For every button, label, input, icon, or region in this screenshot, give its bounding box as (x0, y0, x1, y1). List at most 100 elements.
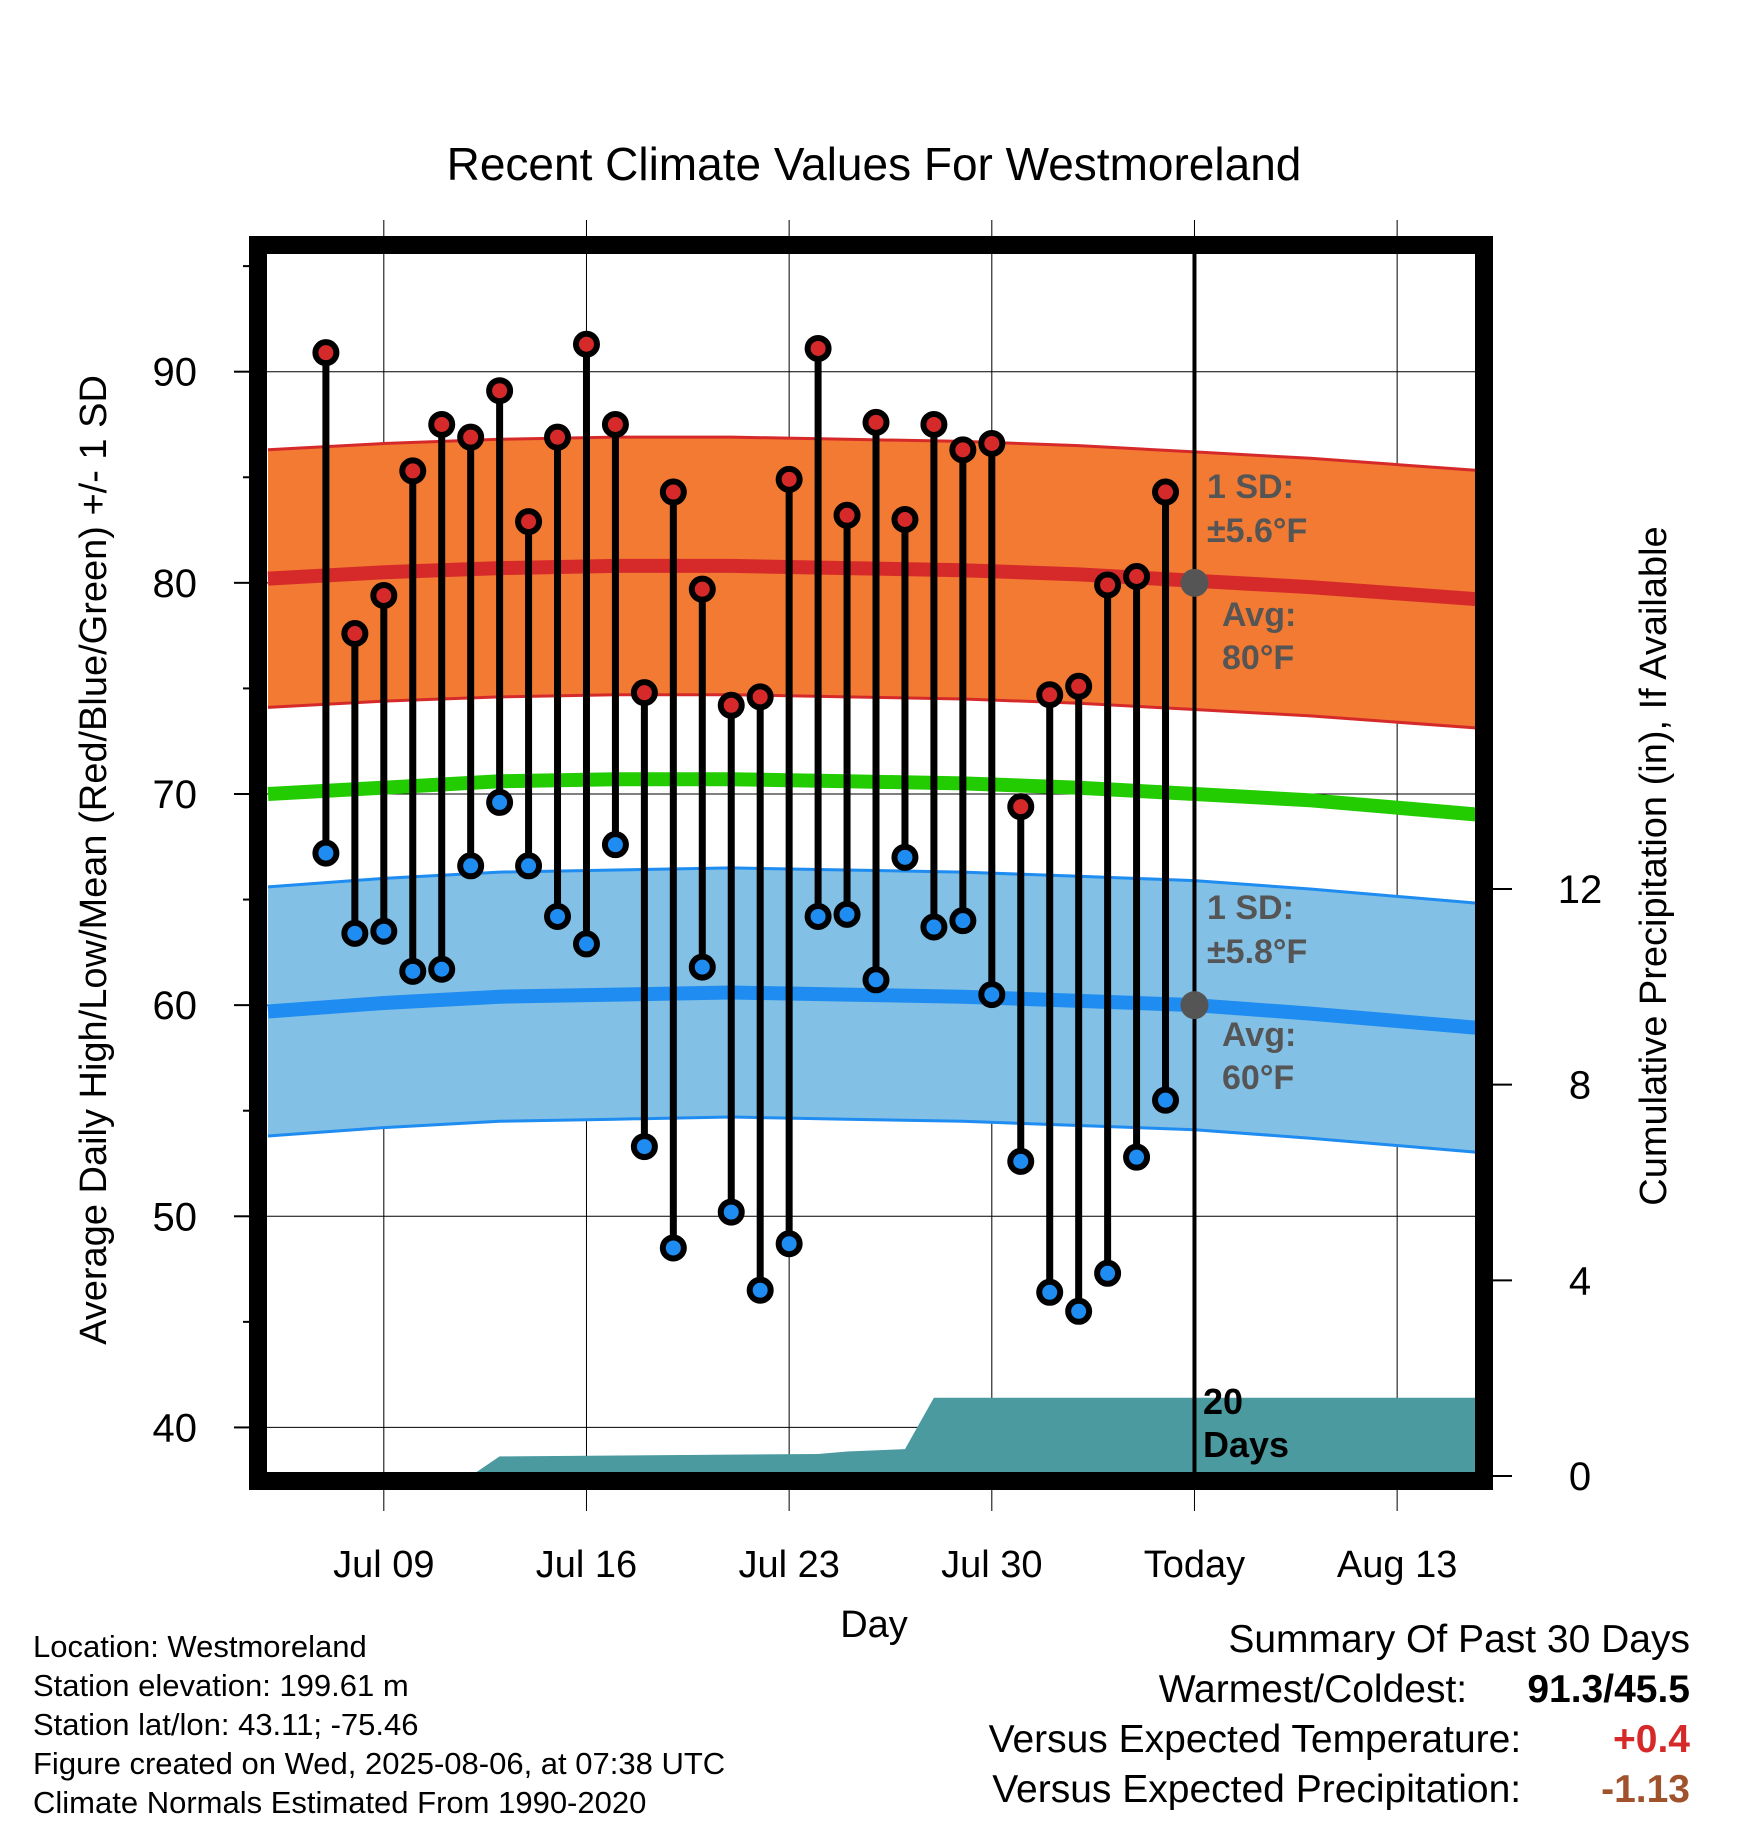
x-axis-label: Day (840, 1604, 908, 1646)
y2-axis-label: Cumulative Precipitation (in), If Availa… (1633, 526, 1675, 1205)
high-point (486, 377, 514, 405)
high-point (1152, 478, 1180, 506)
x-tick-label: Jul 30 (941, 1544, 1042, 1586)
high-point (862, 408, 890, 436)
y2-tick-label: 4 (1569, 1259, 1591, 1303)
elevation-text: Station elevation: 199.61 m (33, 1668, 409, 1703)
warmest-coldest-label: Warmest/Coldest: (1158, 1668, 1468, 1711)
high-point (312, 339, 340, 367)
low-point (1036, 1278, 1064, 1306)
y2-tick-label: 0 (1569, 1455, 1591, 1499)
low-point (1123, 1143, 1151, 1171)
high-point (949, 436, 977, 464)
y2-tick-label: 8 (1569, 1064, 1591, 1108)
location-text: Location: Westmoreland (33, 1629, 367, 1664)
low-point (920, 913, 948, 941)
low-point (399, 957, 427, 985)
precip-label: Versus Expected Precipitation: (992, 1768, 1522, 1811)
high-point (515, 508, 543, 536)
temp-label: Versus Expected Temperature: (988, 1718, 1522, 1761)
y-tick-label: 70 (153, 773, 198, 817)
x-tick-label: Jul 16 (536, 1544, 637, 1586)
created-text: Figure created on Wed, 2025-08-06, at 07… (33, 1746, 726, 1781)
latlon-text: Station lat/lon: 43.11; -75.46 (33, 1707, 419, 1742)
low-point (312, 839, 340, 867)
low-point (515, 852, 543, 880)
high-point (428, 410, 456, 438)
summary-panel: Summary Of Past 30 Days Warmest/Coldest:… (989, 1615, 1690, 1815)
low-point (457, 852, 485, 880)
chart-title: Recent Climate Values For Westmoreland (447, 138, 1302, 190)
high-point (572, 330, 600, 358)
high-point (891, 505, 919, 533)
low-point (572, 930, 600, 958)
y2-tick-label: 12 (1558, 868, 1603, 912)
high-point (1007, 793, 1035, 821)
low-normal-line (267, 985, 1485, 1036)
y-tick-label: 40 (153, 1406, 198, 1450)
low-point (544, 902, 572, 930)
low-point (862, 966, 890, 994)
high-sd-label: 1 SD: (1207, 468, 1294, 506)
low-point (804, 902, 832, 930)
low-point (978, 981, 1006, 1009)
high-point (601, 410, 629, 438)
x-tick-label: Aug 13 (1337, 1544, 1457, 1586)
low-avg-value: 60°F (1222, 1059, 1294, 1097)
low-point (833, 900, 861, 928)
low-point (775, 1230, 803, 1258)
x-tick-label: Jul 09 (333, 1544, 434, 1586)
low-point (688, 953, 716, 981)
high-point (717, 691, 745, 719)
low-point (428, 955, 456, 983)
warmest-coldest-value: 91.3/45.5 (1527, 1668, 1690, 1711)
low-avg-marker (1180, 991, 1209, 1020)
low-point (1094, 1259, 1122, 1287)
high-point (659, 478, 687, 506)
high-point (1123, 563, 1151, 591)
temp-value: +0.4 (1613, 1718, 1690, 1761)
y-tick-label: 50 (153, 1195, 198, 1239)
y-tick-label: 60 (153, 984, 198, 1028)
low-point (370, 917, 398, 945)
low-point (746, 1276, 774, 1304)
low-point (717, 1198, 745, 1226)
low-point (891, 843, 919, 871)
high-point (341, 620, 369, 648)
station-info: Location: Westmoreland Station elevation… (33, 1627, 725, 1822)
y-axis-label: Average Daily High/Low/Mean (Red/Blue/Gr… (73, 375, 115, 1345)
days-word-label: Days (1203, 1424, 1289, 1465)
high-point (833, 501, 861, 529)
high-point (920, 410, 948, 438)
high-point (1036, 681, 1064, 709)
low-sd-label: 1 SD: (1207, 889, 1294, 927)
warmest-coldest-row: Warmest/Coldest: 91.3/45.5 (989, 1665, 1690, 1715)
high-point (457, 423, 485, 451)
x-tick-label: Jul 23 (738, 1544, 839, 1586)
low-point (630, 1133, 658, 1161)
high-point (544, 423, 572, 451)
high-point (746, 683, 774, 711)
high-sd-value: ±5.6°F (1207, 512, 1307, 550)
normals-text: Climate Normals Estimated From 1990-2020 (33, 1785, 647, 1820)
high-point (370, 582, 398, 610)
low-sd-value: ±5.8°F (1207, 933, 1307, 971)
low-avg-label: Avg: (1222, 1016, 1296, 1054)
high-point (630, 679, 658, 707)
days-count-label: 20 (1203, 1381, 1243, 1422)
high-point (978, 429, 1006, 457)
low-normal-band (268, 867, 1484, 1153)
high-point (1065, 672, 1093, 700)
precip-area (268, 1397, 1484, 1476)
precip-value: -1.13 (1601, 1768, 1690, 1811)
high-avg-marker (1180, 568, 1209, 597)
high-point (804, 334, 832, 362)
temp-row: Versus Expected Temperature: +0.4 (989, 1715, 1690, 1765)
low-point (601, 831, 629, 859)
summary-title: Summary Of Past 30 Days (1228, 1618, 1690, 1661)
low-point (1007, 1147, 1035, 1175)
high-point (399, 457, 427, 485)
x-tick-label: Today (1144, 1544, 1245, 1586)
low-point (659, 1234, 687, 1262)
